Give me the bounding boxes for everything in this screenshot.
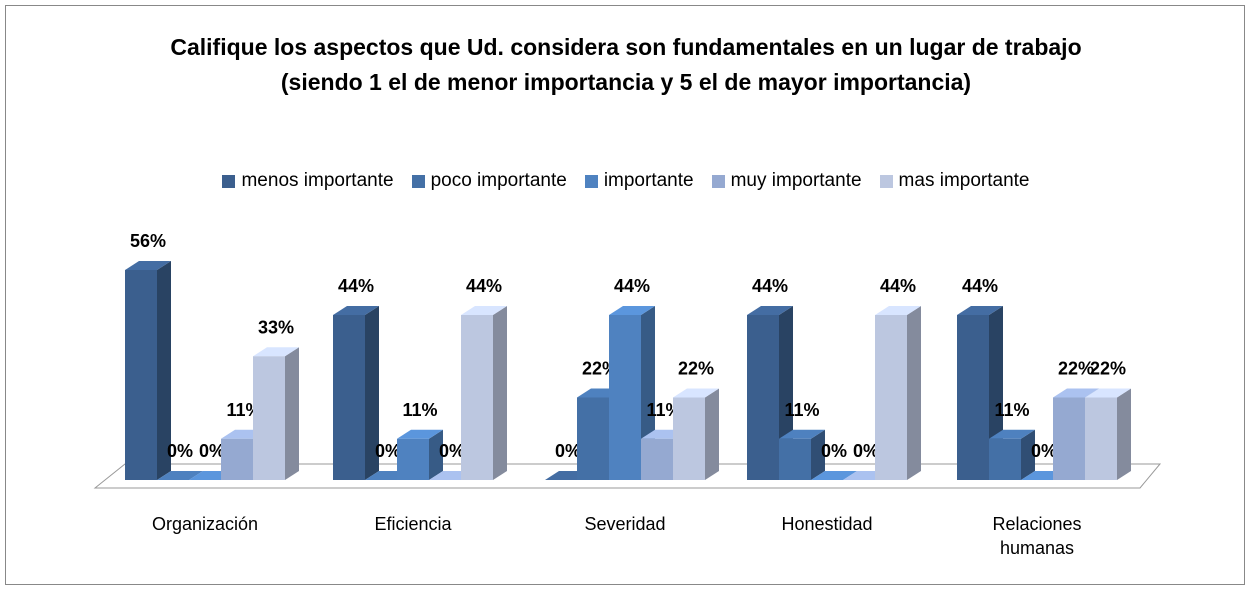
legend-swatch xyxy=(711,174,725,188)
value-label: 44% xyxy=(752,276,788,296)
legend-swatch xyxy=(411,174,425,188)
bar-top xyxy=(125,261,171,270)
bar xyxy=(641,438,673,480)
bar-top xyxy=(397,429,443,439)
x-tick-label: Severidad xyxy=(584,514,666,534)
bar-side xyxy=(493,306,507,480)
bar-side xyxy=(1021,429,1035,480)
bar-top xyxy=(957,306,1003,315)
chart-title: Califique los aspectos que Ud. considera… xyxy=(170,34,1082,95)
bar-top xyxy=(989,429,1035,439)
value-label: 44% xyxy=(466,276,502,296)
legend-label: muy importante xyxy=(730,170,862,191)
value-label: 0% xyxy=(375,441,401,461)
bar xyxy=(461,315,493,480)
bar xyxy=(577,397,609,480)
value-label: 0% xyxy=(853,441,879,461)
value-label: 0% xyxy=(199,441,225,461)
legend: menos importante poco importante important… xyxy=(0,170,1252,192)
bar xyxy=(1053,397,1085,480)
bar-top xyxy=(333,306,379,315)
value-label: 22% xyxy=(678,359,714,379)
bar-side xyxy=(429,429,443,480)
value-label: 22% xyxy=(1058,359,1094,379)
bar xyxy=(609,315,641,480)
value-label: 0% xyxy=(439,441,465,461)
bar-side xyxy=(1117,388,1131,480)
legend-item: menos importante xyxy=(222,170,394,192)
bar xyxy=(989,438,1021,480)
value-label: 33% xyxy=(258,317,294,337)
bar-top xyxy=(875,306,921,315)
legend-swatch xyxy=(879,174,893,188)
value-label: 56% xyxy=(130,231,166,251)
value-label: 0% xyxy=(555,441,581,461)
legend-swatch xyxy=(222,174,236,188)
bar-top xyxy=(253,347,299,357)
value-label: 11% xyxy=(646,400,681,420)
bar xyxy=(125,270,157,480)
value-label: 0% xyxy=(1031,441,1057,461)
bar xyxy=(779,438,811,480)
bar-top xyxy=(1085,388,1131,398)
value-label: 11% xyxy=(994,400,1029,420)
bar-top xyxy=(1053,388,1099,398)
bar-top xyxy=(811,471,857,480)
legend-item: muy importante xyxy=(711,170,862,192)
value-label: 44% xyxy=(614,276,650,296)
value-label: 0% xyxy=(821,441,847,461)
bar xyxy=(253,356,285,480)
x-tick-label: Relaciones humanas xyxy=(992,514,1082,558)
bar-side xyxy=(705,388,719,480)
value-label: 44% xyxy=(880,276,916,296)
bar-top xyxy=(461,306,507,315)
bar-top xyxy=(747,306,793,315)
value-label: 22% xyxy=(1090,359,1126,379)
value-label: 44% xyxy=(962,276,998,296)
value-label: 44% xyxy=(338,276,374,296)
legend-label: importante xyxy=(603,170,694,191)
bar xyxy=(957,315,989,480)
bar-side xyxy=(157,261,171,480)
value-label: 11% xyxy=(784,400,819,420)
bar xyxy=(397,438,429,480)
legend-label: poco importante xyxy=(430,170,567,191)
legend-swatch xyxy=(584,174,598,188)
x-tick-label: Organización xyxy=(151,514,259,534)
bar-top xyxy=(673,388,719,398)
bar xyxy=(747,315,779,480)
bar xyxy=(221,438,253,480)
legend-label: menos importante xyxy=(241,170,394,191)
bar-side xyxy=(811,429,825,480)
value-label: 11% xyxy=(226,400,261,420)
bar xyxy=(1085,397,1117,480)
bar-side xyxy=(365,306,379,480)
value-label: 0% xyxy=(167,441,193,461)
bar xyxy=(333,315,365,480)
chart-border xyxy=(5,5,1245,585)
bar-side xyxy=(285,347,299,480)
bar-side xyxy=(907,306,921,480)
bar-top xyxy=(779,429,825,439)
bar-top xyxy=(157,471,203,480)
legend-item: importante xyxy=(584,170,694,192)
legend-item: mas importante xyxy=(879,170,1030,192)
bar xyxy=(673,397,705,480)
legend-label: mas importante xyxy=(898,170,1030,191)
x-tick-label: Honestidad xyxy=(781,514,873,534)
x-tick-label: Eficiencia xyxy=(374,514,452,534)
bar xyxy=(875,315,907,480)
bar-top xyxy=(609,306,655,315)
legend-item: poco importante xyxy=(411,170,567,192)
value-label: 11% xyxy=(402,400,437,420)
